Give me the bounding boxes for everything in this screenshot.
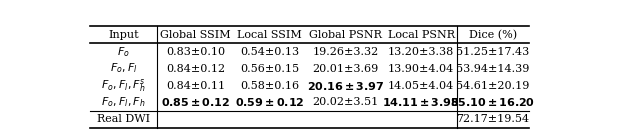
Text: $F_o, F_l$: $F_o, F_l$	[109, 62, 137, 75]
Text: 0.54±0.13: 0.54±0.13	[240, 47, 300, 57]
Text: $F_o, F_l, F_h^s$: $F_o, F_l, F_h^s$	[101, 77, 146, 94]
Text: $F_o, F_l, F_h$: $F_o, F_l, F_h$	[101, 95, 146, 109]
Text: 13.90±4.04: 13.90±4.04	[388, 64, 454, 74]
Text: Global PSNR: Global PSNR	[309, 30, 382, 40]
Text: 54.61±20.19: 54.61±20.19	[456, 80, 530, 90]
Text: 14.05±4.04: 14.05±4.04	[388, 80, 454, 90]
Text: $\mathbf{55.10\pm16.20}$: $\mathbf{55.10\pm16.20}$	[451, 96, 536, 108]
Text: Dice (%): Dice (%)	[469, 30, 517, 40]
Text: 19.26±3.32: 19.26±3.32	[312, 47, 378, 57]
Text: Real DWI: Real DWI	[97, 114, 150, 124]
Text: 0.84±0.11: 0.84±0.11	[166, 80, 225, 90]
Text: $\mathbf{14.11\pm3.98}$: $\mathbf{14.11\pm3.98}$	[382, 96, 460, 108]
Text: $F_o$: $F_o$	[117, 45, 130, 59]
Text: 0.56±0.15: 0.56±0.15	[240, 64, 300, 74]
Text: Local PSNR: Local PSNR	[387, 30, 454, 40]
Text: Local SSIM: Local SSIM	[237, 30, 302, 40]
Text: 20.01±3.69: 20.01±3.69	[312, 64, 378, 74]
Text: $\mathbf{20.16\pm3.97}$: $\mathbf{20.16\pm3.97}$	[307, 80, 384, 91]
Text: $\mathbf{0.85\pm0.12}$: $\mathbf{0.85\pm0.12}$	[161, 96, 230, 108]
Text: 53.94±14.39: 53.94±14.39	[456, 64, 530, 74]
Text: Global SSIM: Global SSIM	[160, 30, 230, 40]
Text: 20.02±3.51: 20.02±3.51	[312, 97, 378, 107]
Text: 13.20±3.38: 13.20±3.38	[388, 47, 454, 57]
Text: 0.58±0.16: 0.58±0.16	[240, 80, 300, 90]
Text: 51.25±17.43: 51.25±17.43	[456, 47, 529, 57]
Text: 0.83±0.10: 0.83±0.10	[166, 47, 225, 57]
Text: 72.17±19.54: 72.17±19.54	[456, 114, 529, 124]
Text: 0.84±0.12: 0.84±0.12	[166, 64, 225, 74]
Text: $\mathbf{0.59\pm0.12}$: $\mathbf{0.59\pm0.12}$	[235, 96, 305, 108]
Text: Input: Input	[108, 30, 139, 40]
